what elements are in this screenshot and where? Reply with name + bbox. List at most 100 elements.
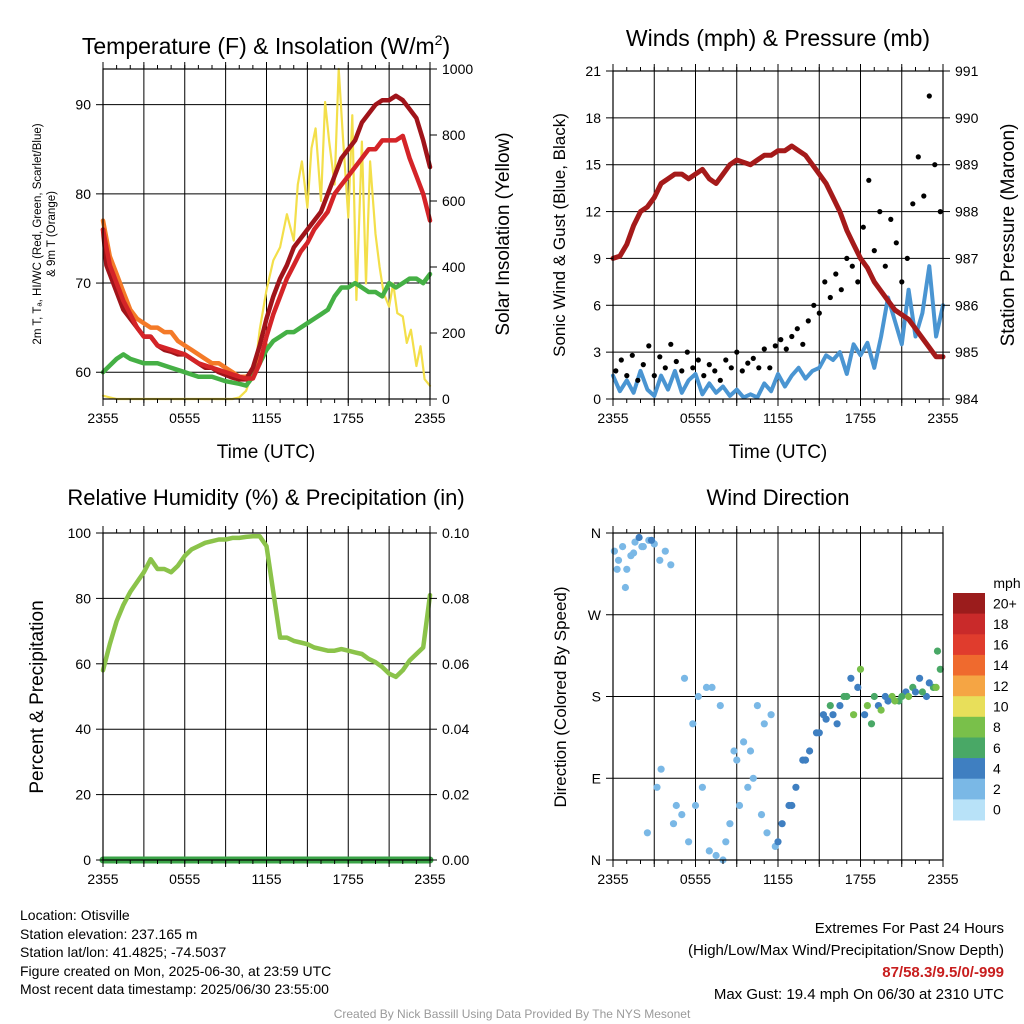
gust-point — [877, 209, 883, 215]
colorbar-label: 0 — [993, 802, 1001, 818]
direction-point — [870, 692, 878, 701]
station-info: Location: Otisville Station elevation: 2… — [20, 906, 331, 999]
gust-point — [871, 248, 877, 254]
x-tick-label: 0555 — [169, 871, 200, 887]
direction-point — [932, 683, 940, 692]
gust-point — [745, 360, 751, 366]
gust-point — [921, 193, 927, 199]
gust-point — [701, 373, 707, 379]
direction-point — [610, 547, 619, 555]
gust-point — [723, 357, 729, 363]
temperature-panel: Temperature (F) & Insolation (W/m2) 2355… — [32, 32, 514, 463]
y2-tick-label: 0.08 — [442, 590, 469, 606]
wind-direction-panel: Wind Direction 2355 0555 1155 1755 2355 N E S W N… — [551, 485, 1021, 887]
humidity-line — [100, 534, 433, 680]
colorbar-swatch — [953, 737, 985, 759]
direction-point — [730, 747, 738, 755]
direction-point — [847, 674, 855, 682]
gust-point — [816, 310, 822, 316]
y-tick-label: 9 — [593, 250, 601, 266]
x-tick-label: 1155 — [763, 410, 793, 426]
gust-point — [734, 349, 740, 355]
y-tick-label: 20 — [75, 787, 91, 803]
gust-point — [640, 362, 646, 368]
temperature-ylabel-line2: & 9m T (Orange) — [46, 191, 58, 277]
direction-point — [619, 543, 627, 551]
y2-tick-label: 400 — [442, 259, 466, 275]
y-tick-label: N — [591, 852, 601, 868]
gust-point — [728, 365, 734, 371]
x-tick-label: 1755 — [333, 410, 364, 426]
direction-point — [905, 692, 913, 701]
y-tick-label: 21 — [585, 63, 601, 79]
direction-point — [867, 720, 876, 728]
direction-point — [685, 838, 693, 846]
direction-point — [631, 538, 639, 546]
direction-point — [749, 774, 757, 782]
direction-point — [613, 565, 621, 573]
y-tick-label: 6 — [593, 297, 601, 313]
wind-direction-axis-label: Direction (Colored By Speed) — [551, 586, 570, 807]
direction-point — [672, 801, 680, 810]
humidity-panel: Relative Humidity (%) & Precipitation (i… — [27, 485, 469, 887]
gust-point — [932, 162, 938, 168]
gust-point — [712, 368, 718, 374]
direction-point — [653, 783, 661, 791]
gust-point — [794, 326, 800, 332]
wind-axis-label: Sonic Wind & Gust (Blue, Black) — [550, 113, 569, 357]
direction-point — [918, 688, 927, 696]
direction-point — [792, 783, 800, 791]
direction-point — [678, 811, 686, 819]
gust-point — [866, 177, 872, 183]
gust-point — [679, 368, 685, 374]
direction-point — [925, 679, 933, 687]
y-tick-label: 90 — [75, 97, 91, 113]
y-tick-label: 80 — [75, 186, 91, 202]
gust-point — [684, 349, 690, 355]
x-tick-label: 0555 — [680, 871, 711, 887]
direction-point — [656, 556, 664, 564]
gust-point — [750, 355, 756, 361]
y2-tick-label: 800 — [442, 127, 466, 143]
insolation-axis-label: Solar Insolation (Yellow) — [493, 132, 514, 335]
y2-tick-label: 0.04 — [442, 721, 469, 737]
direction-point — [726, 820, 734, 828]
figure-created: Figure created on Mon, 2025-06-30, at 23… — [20, 962, 332, 979]
gust-point — [805, 318, 811, 324]
gust-point — [673, 358, 679, 365]
gust-point — [882, 263, 888, 269]
y2-tick-label: 991 — [955, 63, 979, 79]
gust-point — [904, 255, 910, 261]
gust-point — [833, 271, 839, 277]
direction-point — [788, 801, 796, 810]
gust-point — [767, 365, 773, 371]
direction-point — [643, 829, 652, 837]
colorbar-swatch — [953, 778, 985, 800]
colorbar-label: 12 — [993, 678, 1009, 694]
humidity-axis-label: Percent & Precipitation — [27, 600, 48, 793]
x-tick-label: 0555 — [680, 410, 711, 426]
y-tick-label: 40 — [75, 721, 91, 737]
extremes-box: Extremes For Past 24 Hours (High/Low/Max… — [688, 918, 1004, 1006]
direction-point — [623, 565, 631, 573]
y2-tick-label: 0.00 — [442, 852, 469, 868]
x-tick-label: 0555 — [169, 410, 200, 426]
gust-point — [662, 365, 668, 371]
direction-point — [708, 683, 716, 692]
pressure-axis-label: Station Pressure (Maroon) — [998, 124, 1019, 347]
winds-xlabel: Time (UTC) — [729, 442, 828, 463]
extremes-values: 87/58.3/9.5/0/-999 — [882, 964, 1004, 981]
colorbar-label: 10 — [993, 699, 1009, 715]
gust-point — [822, 279, 828, 285]
station-elevation: Station elevation: 237.165 m — [20, 925, 198, 942]
direction-point — [657, 765, 665, 773]
direction-point — [647, 536, 656, 544]
gust-point — [772, 343, 778, 349]
direction-point — [705, 847, 713, 855]
y2-tick-label: 600 — [442, 193, 466, 209]
direction-point — [826, 702, 834, 710]
direction-point — [850, 711, 858, 719]
direction-point — [843, 692, 851, 701]
direction-point — [760, 720, 768, 728]
